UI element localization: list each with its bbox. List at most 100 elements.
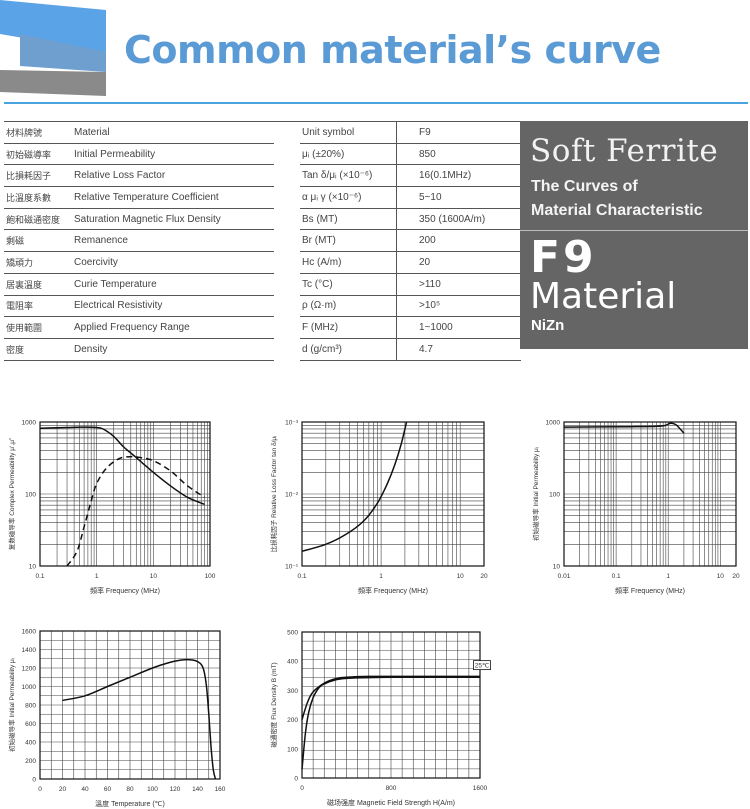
spec-row: 矯頑力 Coercivity Hc (A/m) 20 <box>4 251 521 274</box>
y-axis-label: 磁通密度 Flux Density B (mT) <box>269 662 278 747</box>
spec-row: 比損耗因子 Relative Loss Factor Tan δ/μᵢ (×10⁻⁶… <box>4 164 521 188</box>
spec-row: 剩磁 Remanence Br (MT) 200 <box>4 229 521 253</box>
y-tick-label: 1200 <box>22 666 37 673</box>
x-tick-label: 10 <box>717 573 725 580</box>
spec-symbol: Tan δ/μᵢ (×10⁻⁶) <box>300 164 397 188</box>
spec-gap <box>274 317 300 339</box>
spec-cn-label: 材料牌號 <box>4 121 72 144</box>
y-tick-label: 1000 <box>22 684 37 691</box>
y-tick-label: 10⁻² <box>285 492 299 499</box>
series-line-1 <box>301 421 408 553</box>
x-tick-label: 40 <box>81 786 89 793</box>
y-tick-label: 300 <box>287 688 298 695</box>
spec-row: 居裏溫度 Curie Temperature Tc (°C) >110 <box>4 273 521 296</box>
spec-symbol: d (g/cm³) <box>300 338 397 361</box>
spec-row: 電阻率 Electrical Resistivity ρ (Ω·m) >10⁵ <box>4 295 521 318</box>
spec-gap <box>274 273 300 295</box>
x-tick-label: 0.1 <box>297 573 306 580</box>
spec-cn-label: 矯頑力 <box>4 251 72 274</box>
spec-value: 1~1000 <box>396 316 521 339</box>
y-tick-label: 200 <box>287 717 298 724</box>
plot-frame <box>563 421 737 567</box>
series-line-1 <box>301 675 480 720</box>
spec-en-label: Relative Temperature Coefficient <box>72 186 274 209</box>
x-axis-label: 頻率 Frequency (MHz) <box>358 586 428 595</box>
x-tick-label: 1 <box>666 573 670 580</box>
x-tick-label: 800 <box>386 785 397 792</box>
spec-table: 材料牌號 Material Unit symbol F9 初始磁導率 Initial Pe… <box>4 121 521 361</box>
badge-material-code: F9 <box>530 232 597 283</box>
spec-row: 比溫度系數 Relative Temperature Coefficient α μ… <box>4 186 521 209</box>
badge-curves-line2: Material Characteristic <box>531 202 703 219</box>
spec-gap <box>274 165 300 187</box>
spec-value: 5~10 <box>396 186 521 209</box>
y-tick-label: 400 <box>25 740 36 747</box>
spec-symbol: ρ (Ω·m) <box>300 295 397 318</box>
y-tick-label: 100 <box>549 492 560 499</box>
x-tick-label: 20 <box>59 786 67 793</box>
spec-cn-label: 比損耗因子 <box>4 164 72 188</box>
y-tick-label: 600 <box>25 721 36 728</box>
x-axis-label: 頻率 Frequency (MHz) <box>615 586 685 595</box>
y-tick-label: 100 <box>25 492 36 499</box>
plot-frame <box>39 421 211 567</box>
spec-symbol: α μᵢ γ (×10⁻⁶) <box>300 186 397 209</box>
spec-cn-label: 使用範圍 <box>4 316 72 339</box>
chart-complex-permeability: 0.1 1 10 100 10 100 1000 頻率 Frequency (MHz) 复数磁导… <box>7 420 216 596</box>
y-tick-label: 0 <box>32 777 36 784</box>
series-line-2 <box>301 676 480 770</box>
badge-separator <box>520 230 748 231</box>
x-tick-label: 140 <box>192 786 203 793</box>
spec-value: >10⁵ <box>396 295 521 318</box>
y-tick-label: 10 <box>553 564 561 571</box>
spec-en-label: Saturation Magnetic Flux Density <box>72 208 274 231</box>
badge-material-label: Material <box>530 276 677 317</box>
badge-soft-ferrite: Soft Ferrite <box>530 133 719 169</box>
spec-cn-label: 剩磁 <box>4 229 72 253</box>
spec-symbol: Unit symbol <box>300 121 397 144</box>
spec-symbol: Tc (°C) <box>300 273 397 296</box>
x-tick-label: 100 <box>205 573 216 580</box>
series-line-2 <box>66 455 205 567</box>
y-tick-label: 400 <box>287 659 298 666</box>
y-tick-label: 200 <box>25 758 36 765</box>
chart-flux-density: 0 800 1600 0 100 200 300 400 500 磁场强度 Magnetic Fi… <box>269 630 491 807</box>
plot-frame <box>39 630 221 780</box>
y-tick-label: 1400 <box>22 647 37 654</box>
spec-value: F9 <box>396 121 521 144</box>
y-tick-label: 10⁻³ <box>285 420 299 427</box>
x-tick-label: 100 <box>147 786 158 793</box>
plot-frame <box>301 421 485 567</box>
y-tick-label: 1000 <box>546 420 561 427</box>
annotation-box <box>473 660 491 671</box>
spec-cn-label: 居裏溫度 <box>4 273 72 296</box>
y-axis-label: 比损耗因子 Relative Loss Factor tan δ/μᵢ <box>269 436 278 552</box>
spec-en-label: Material <box>72 121 274 144</box>
spec-en-label: Density <box>72 338 274 361</box>
chart-relative-loss-factor: 0.1 1 10 20 10⁻¹ 10⁻² 10⁻³ 頻率 Frequency (MHz) 比损… <box>269 420 488 596</box>
spec-symbol: Hc (A/m) <box>300 251 397 274</box>
spec-symbol: Bs (MT) <box>300 208 397 231</box>
x-tick-label: 20 <box>480 573 488 580</box>
y-tick-label: 100 <box>287 746 298 753</box>
y-axis-label: 复数磁导率 Complex Permeability μ’,μ” <box>7 438 16 550</box>
spec-value: 4.7 <box>396 338 521 361</box>
annotation-label: 25℃ <box>475 663 490 670</box>
badge-curves-text: The Curves of Material Characteristic <box>531 175 703 223</box>
y-tick-label: 800 <box>25 703 36 710</box>
spec-en-label: Initial Permeability <box>72 143 274 166</box>
y-tick-label: 500 <box>287 630 298 637</box>
spec-en-label: Electrical Resistivity <box>72 295 274 318</box>
x-axis-label: 溫度 Temperature (℃) <box>95 799 165 808</box>
spec-value: 350 (1600A/m) <box>396 208 521 231</box>
spec-symbol: μᵢ (±20%) <box>300 143 397 166</box>
spec-gap <box>274 295 300 317</box>
x-tick-label: 80 <box>126 786 134 793</box>
x-tick-label: 1 <box>95 573 99 580</box>
spec-gap <box>274 252 300 274</box>
x-tick-label: 1600 <box>473 785 488 792</box>
x-tick-label: 0 <box>300 785 304 792</box>
y-axis-label: 初始磁导率 Initial Permeability μᵢ <box>531 447 540 541</box>
x-tick-label: 160 <box>215 786 226 793</box>
spec-en-label: Curie Temperature <box>72 273 274 296</box>
